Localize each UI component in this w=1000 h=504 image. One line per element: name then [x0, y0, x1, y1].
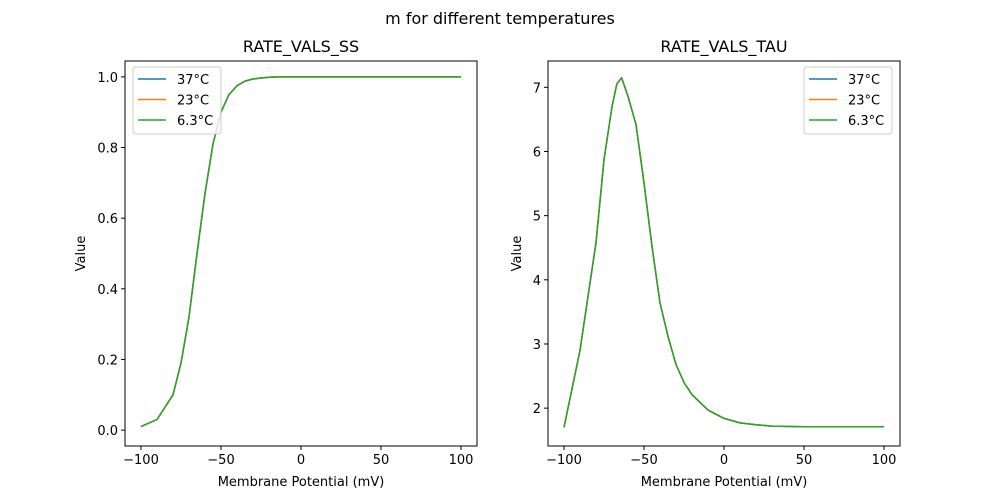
legend: 37°C 23°C 6.3°C — [132, 66, 222, 135]
y-tick-label: 0.6 — [97, 212, 118, 227]
x-axis-label: Membrane Potential (mV) — [218, 475, 385, 490]
series-line-63C — [140, 76, 461, 428]
legend-label: 37°C — [177, 73, 209, 88]
y-tick-label: 2 — [533, 402, 541, 417]
x-tick-label: 50 — [796, 453, 813, 468]
subplot-title: RATE_VALS_TAU — [660, 37, 787, 57]
series-line-63C — [563, 76, 884, 428]
subplot-rate-vals-tau: RATE_VALS_TAU −100 −50 0 50 100 2 3 4 5 6 7 Membrane… — [510, 37, 901, 490]
subplot-rate-vals-ss: RATE_VALS_SS −100 −50 0 50 100 0.0 0.2 0.4 0.6 0.8… — [74, 37, 478, 490]
y-tick-label: 3 — [533, 338, 541, 353]
legend: 37°C 23°C 6.3°C — [803, 66, 893, 135]
x-tick-label: 0 — [720, 453, 728, 468]
legend-label: 23°C — [177, 94, 209, 109]
x-tick-label: −100 — [546, 453, 582, 468]
y-tick-label: 5 — [533, 210, 541, 225]
axes-frame — [124, 60, 478, 447]
subplot-title: RATE_VALS_SS — [243, 37, 359, 57]
y-tick-label: 6 — [533, 145, 541, 160]
legend-label: 23°C — [848, 94, 880, 109]
y-axis-label: Value — [74, 236, 89, 272]
legend-box — [803, 66, 893, 135]
x-tick-label: −100 — [123, 453, 159, 468]
x-tick-label: −50 — [207, 453, 234, 468]
y-axis-label: Value — [510, 236, 525, 272]
y-tick-label: 0.2 — [97, 353, 118, 368]
figure-title: m for different temperatures — [385, 9, 615, 28]
legend-label: 37°C — [848, 73, 880, 88]
y-tick-label: 0.8 — [97, 142, 118, 157]
x-tick-label: 50 — [373, 453, 390, 468]
x-axis-label: Membrane Potential (mV) — [641, 475, 808, 490]
x-tick-label: −50 — [630, 453, 657, 468]
x-tick-label: 100 — [872, 453, 897, 468]
y-tick-label: 0.4 — [97, 283, 118, 298]
legend-label: 6.3°C — [848, 114, 884, 129]
axes-frame — [547, 60, 901, 447]
y-tick-label: 4 — [533, 274, 541, 289]
y-tick-label: 1.0 — [97, 71, 118, 86]
legend-box — [132, 66, 222, 135]
y-tick-label: 7 — [533, 81, 541, 96]
x-tick-label: 100 — [449, 453, 474, 468]
y-tick-label: 0.0 — [97, 424, 118, 439]
x-tick-label: 0 — [297, 453, 305, 468]
legend-label: 6.3°C — [177, 114, 213, 129]
